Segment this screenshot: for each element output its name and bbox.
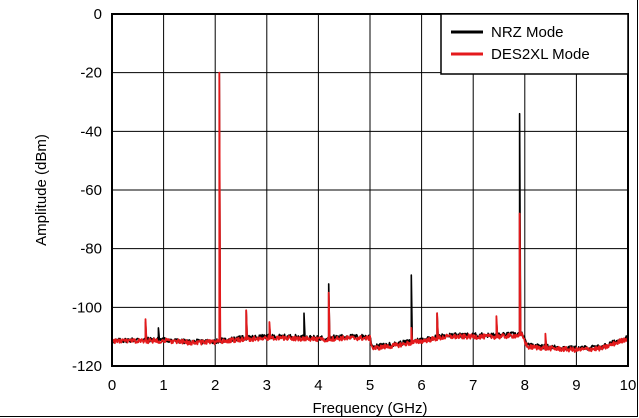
x-tick-label: 2 (211, 377, 219, 394)
x-tick-label: 9 (572, 377, 580, 394)
legend-label-nrz: NRZ Mode (491, 24, 564, 41)
x-tick-label: 4 (314, 377, 322, 394)
y-tick-label: -100 (72, 299, 102, 316)
y-axis-label: Amplitude (dBm) (33, 134, 50, 246)
x-tick-label: 10 (620, 377, 637, 394)
x-tick-label: 7 (469, 377, 477, 394)
trace-nrz (111, 71, 629, 352)
x-tick-label: 6 (417, 377, 425, 394)
x-tick-label: 8 (521, 377, 529, 394)
legend: NRZ Mode DES2XL Mode (440, 13, 629, 75)
y-tick-label: -20 (80, 65, 102, 82)
grid (112, 14, 628, 366)
legend-label-des2xl: DES2XL Mode (491, 46, 590, 63)
y-tick-labels: 0 -20 -40 -60 -80 -100 -120 (72, 6, 102, 375)
y-tick-label: -80 (80, 241, 102, 258)
plot-area-border (111, 13, 629, 367)
x-tick-labels: 0 1 2 3 4 5 6 7 8 9 10 (108, 377, 637, 394)
x-tick-label: 1 (159, 377, 167, 394)
trace-des2xl (111, 71, 629, 353)
x-tick-label: 0 (108, 377, 116, 394)
y-tick-label: -60 (80, 182, 102, 199)
x-axis-label: Frequency (GHz) (312, 400, 427, 417)
x-tick-label: 5 (366, 377, 374, 394)
y-tick-label: 0 (94, 6, 102, 23)
legend-box (440, 13, 629, 75)
y-tick-label: -120 (72, 358, 102, 375)
traces (111, 71, 629, 353)
y-tick-label: -40 (80, 123, 102, 140)
x-tick-label: 3 (263, 377, 271, 394)
